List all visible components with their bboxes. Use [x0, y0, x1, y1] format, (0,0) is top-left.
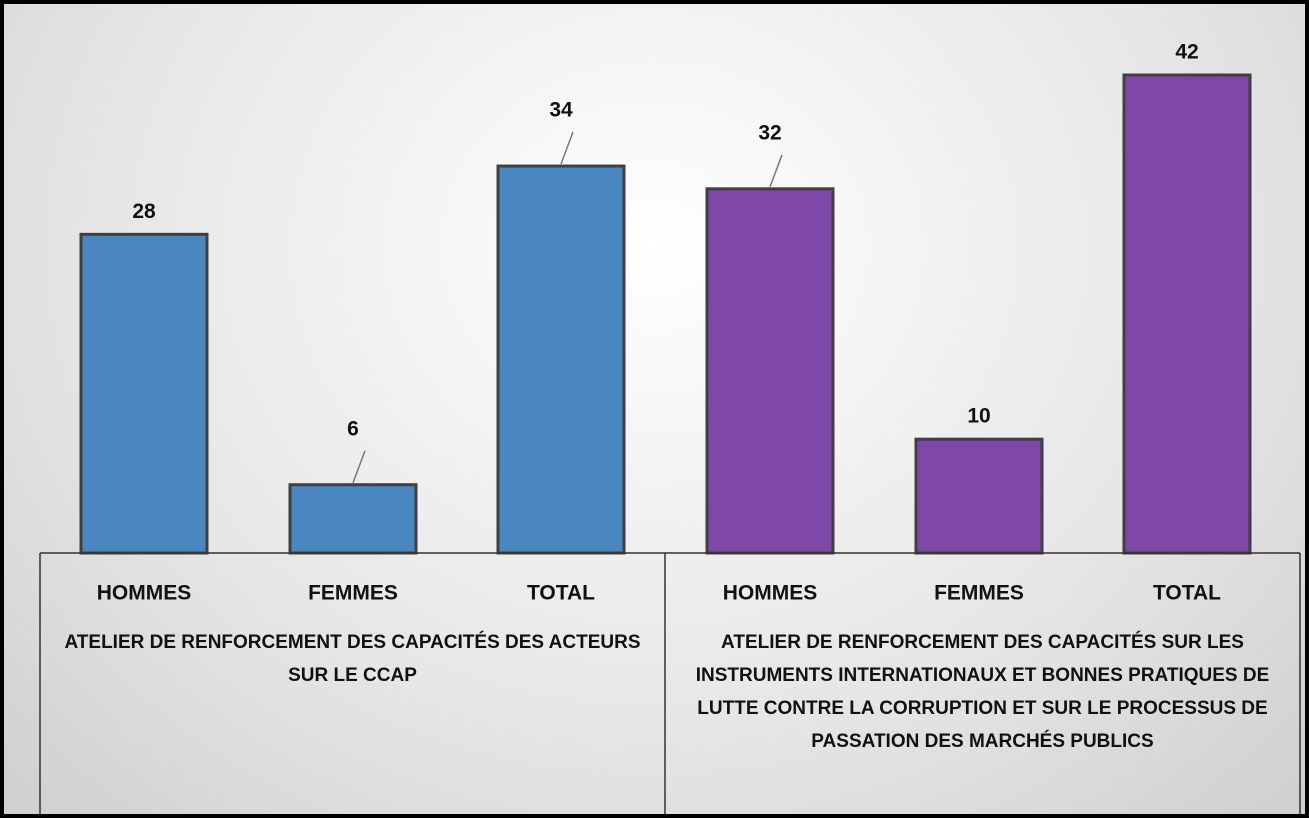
group-label: ATELIER DE RENFORCEMENT DES CAPACITÉS SU… [695, 632, 1270, 752]
bar [496, 164, 626, 555]
bar [1122, 73, 1252, 555]
data-label: 34 [549, 99, 573, 122]
leader-line [769, 154, 783, 188]
bar [705, 187, 835, 555]
data-label: 28 [132, 200, 156, 223]
data-label: 10 [967, 405, 990, 428]
leader-line [352, 450, 366, 483]
bar [288, 483, 418, 555]
bar [914, 437, 1044, 555]
x-tick-label: FEMMES [934, 582, 1024, 605]
data-label: 42 [1175, 41, 1198, 64]
x-tick-label: HOMMES [97, 582, 192, 605]
x-tick-label: TOTAL [527, 582, 595, 605]
x-tick-label: FEMMES [308, 582, 398, 605]
data-label: 6 [347, 417, 359, 440]
group-label: ATELIER DE RENFORCEMENT DES CAPACITÉS DE… [64, 632, 641, 686]
leader-line [560, 131, 574, 165]
bar [79, 232, 209, 555]
data-label: 32 [758, 121, 781, 144]
x-tick-label: TOTAL [1153, 582, 1221, 605]
chart: 28 HOMMES 6 FEMMES 34 TOTAL 32 HOMMES 10 FEMMES 42… [39, 41, 1301, 814]
x-tick-label: HOMMES [723, 582, 818, 605]
